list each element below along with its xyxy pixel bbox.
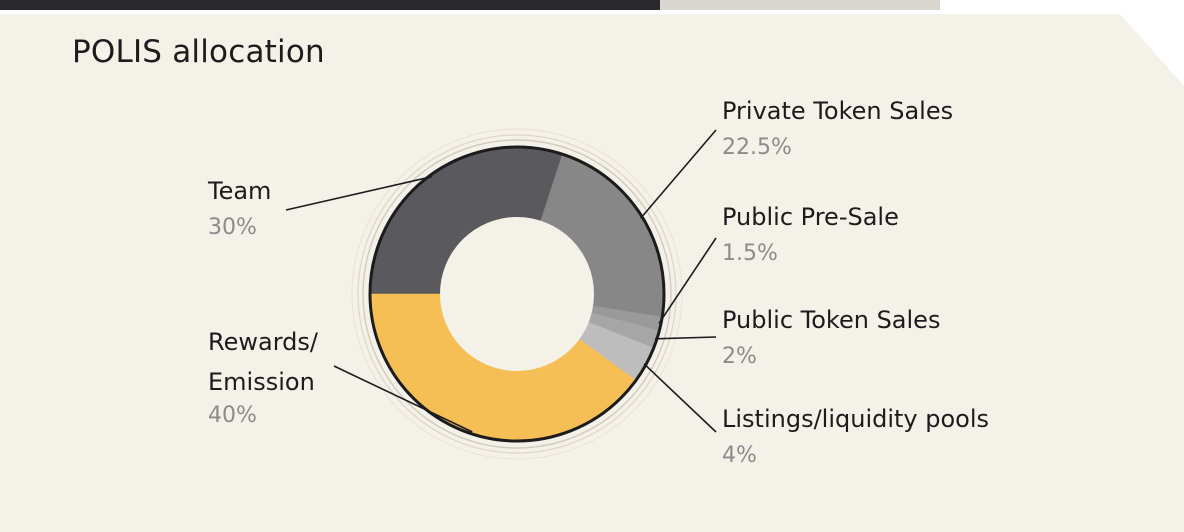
slice-value: 2% [722, 344, 757, 369]
chart-title: POLIS allocation [72, 34, 325, 70]
slice-value: 40% [208, 403, 257, 428]
top-bar-dark [0, 0, 660, 10]
label-rewards-emission: Rewards/ Emission 40% [208, 322, 318, 430]
leader-line-public-pre-sale [658, 237, 717, 324]
slice-value: 4% [722, 443, 757, 468]
slice-label: Public Pre-Sale [722, 203, 899, 231]
slice-value: 1.5% [722, 241, 778, 266]
slice-label: Private Token Sales [722, 97, 954, 125]
label-private-token-sales: Private Token Sales 22.5% [722, 96, 953, 162]
leader-line-rewards-emission [333, 365, 473, 433]
donut-outline [368, 145, 666, 443]
top-bar-light [660, 0, 940, 10]
slice-value: 30% [208, 215, 257, 240]
outer-ring-2 [357, 134, 677, 454]
slice-label: Public Token Sales [722, 306, 941, 334]
leader-line-team [285, 175, 432, 211]
leader-line-listings-liquidity-pools [643, 363, 717, 433]
outer-ring-3 [351, 128, 683, 460]
label-team: Team 30% [208, 176, 271, 242]
slice-label: Team [208, 177, 272, 205]
donut-hole [440, 217, 594, 371]
leader-line-private-token-sales [640, 129, 717, 219]
outer-ring-1 [362, 139, 672, 449]
label-public-token-sales: Public Token Sales 2% [722, 305, 940, 371]
slice-label-line-1: Rewards/ [208, 328, 318, 356]
leader-line-public-token-sales [654, 336, 717, 340]
slice-value: 22.5% [722, 135, 792, 160]
label-public-pre-sale: Public Pre-Sale 1.5% [722, 202, 899, 268]
slice-label-line-2: Emission [208, 368, 315, 396]
slice-label: Listings/liquidity pools [722, 405, 990, 433]
label-listings-liquidity-pools: Listings/liquidity pools 4% [722, 404, 989, 470]
